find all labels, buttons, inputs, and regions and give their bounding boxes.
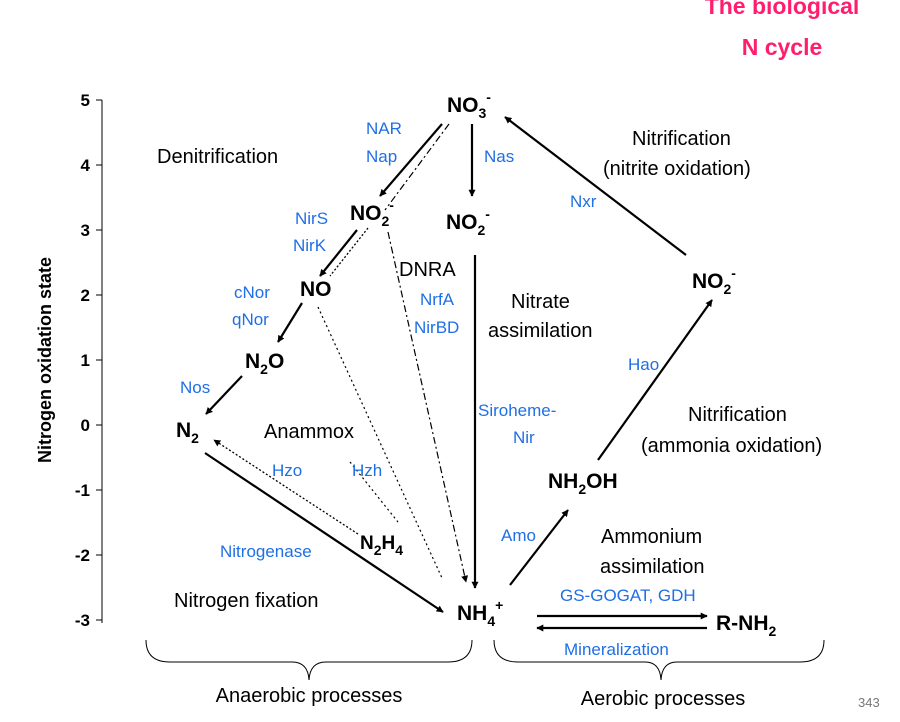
species-no2-assimilation: NO2- [446, 206, 490, 238]
brace-anaerobic [145, 639, 473, 681]
arrow-no2-to-no-dotted [329, 227, 369, 277]
tick-label: -2 [75, 546, 90, 565]
tick-label: 2 [81, 286, 90, 305]
species-n2h4: N2H4 [360, 533, 403, 558]
species-no3: NO3- [447, 89, 491, 121]
enzyme-mineralization: Mineralization [564, 640, 669, 659]
enzyme-nirk: NirK [293, 236, 327, 255]
process-nitrite-oxidation-2: (nitrite oxidation) [603, 158, 751, 180]
enzyme-nirs: NirS [295, 209, 328, 228]
enzyme-nirbd: NirBD [414, 318, 459, 337]
process-dnra: DNRA [399, 259, 456, 281]
process-denitrification: Denitrification [157, 146, 278, 168]
species-nh2oh: NH2OH [548, 470, 618, 497]
arrow-dnra-to-nh4 [387, 231, 469, 583]
arrow-no-to-n2o [277, 302, 303, 343]
enzyme-nap: Nap [366, 147, 397, 166]
group-anaerobic: Anaerobic processes [216, 685, 403, 707]
arrows [204, 116, 713, 632]
process-ammonia-oxidation-2: (ammonia oxidation) [641, 435, 822, 457]
title-line-2: N cycle [742, 34, 823, 60]
enzyme-hao: Hao [628, 355, 659, 374]
title-line-1: The biological [705, 0, 860, 19]
enzyme-cnor: cNor [234, 283, 270, 302]
brace-aerobic [493, 639, 825, 681]
arrow-nh4-to-nh2oh [509, 509, 569, 586]
species-rnh2: R-NH2 [716, 612, 777, 639]
species-n2: N2 [176, 419, 199, 446]
arrow-no2-to-no3 [504, 116, 687, 256]
enzyme-nitrogenase: Nitrogenase [220, 542, 312, 561]
enzyme-nrfa: NrfA [420, 290, 455, 309]
arrow-no2-to-no [319, 229, 358, 277]
arrow-n2-to-nh4 [204, 452, 444, 613]
species-no: NO [300, 278, 332, 301]
process-nitrogen-fixation: Nitrogen fixation [174, 590, 319, 612]
species-no2-denitrification: NO2- [350, 197, 394, 229]
enzyme-nxr: Nxr [570, 192, 597, 211]
enzyme-siroheme: Siroheme- [478, 401, 556, 420]
arrow-no3-to-no2-dnra [384, 123, 450, 211]
slide-number: 343 [858, 695, 880, 710]
enzyme-gs-gogat-gdh: GS-GOGAT, GDH [560, 586, 696, 605]
tick-label: 4 [81, 156, 91, 175]
arrow-n2h4-to-n2 [213, 439, 359, 535]
arrow-no3-to-no2-denit [379, 123, 443, 197]
enzyme-amo: Amo [501, 526, 536, 545]
enzyme-hzh: Hzh [352, 461, 382, 480]
process-nitrite-oxidation-1: Nitrification [632, 128, 731, 150]
tick-label: 3 [81, 221, 90, 240]
tick-label: 0 [81, 416, 90, 435]
tick-label: -1 [75, 481, 90, 500]
arrow-nh2oh-to-no2 [597, 299, 713, 461]
tick-label: 1 [81, 351, 90, 370]
tick-label: -3 [75, 611, 90, 630]
species-no2-nitrification: NO2- [692, 265, 736, 297]
process-ammonia-oxidation-1: Nitrification [688, 404, 787, 426]
process-nitrate-assimilation-2: assimilation [488, 320, 592, 342]
enzyme-qnor: qNor [232, 310, 269, 329]
enzyme-hzo: Hzo [272, 461, 302, 480]
y-axis-label: Nitrogen oxidation state [35, 257, 55, 463]
process-ammonium-assimilation-2: assimilation [600, 556, 704, 578]
process-nitrate-assimilation-1: Nitrate [511, 291, 570, 313]
tick-label: 5 [81, 91, 90, 110]
arrow-n2o-to-n2 [205, 375, 243, 415]
process-ammonium-assimilation-1: Ammonium [601, 526, 702, 548]
process-anammox: Anammox [264, 421, 354, 443]
enzyme-nos: Nos [180, 378, 210, 397]
enzyme-siroheme-nir: Nir [513, 428, 535, 447]
y-axis: 5 4 3 2 1 0 -1 -2 -3 Nitrogen oxidation … [35, 91, 103, 630]
enzyme-nas: Nas [484, 147, 514, 166]
species-nh4: NH4+ [457, 597, 503, 629]
species-n2o: N2O [245, 350, 284, 377]
group-aerobic: Aerobic processes [581, 688, 746, 710]
enzyme-nar: NAR [366, 119, 402, 138]
